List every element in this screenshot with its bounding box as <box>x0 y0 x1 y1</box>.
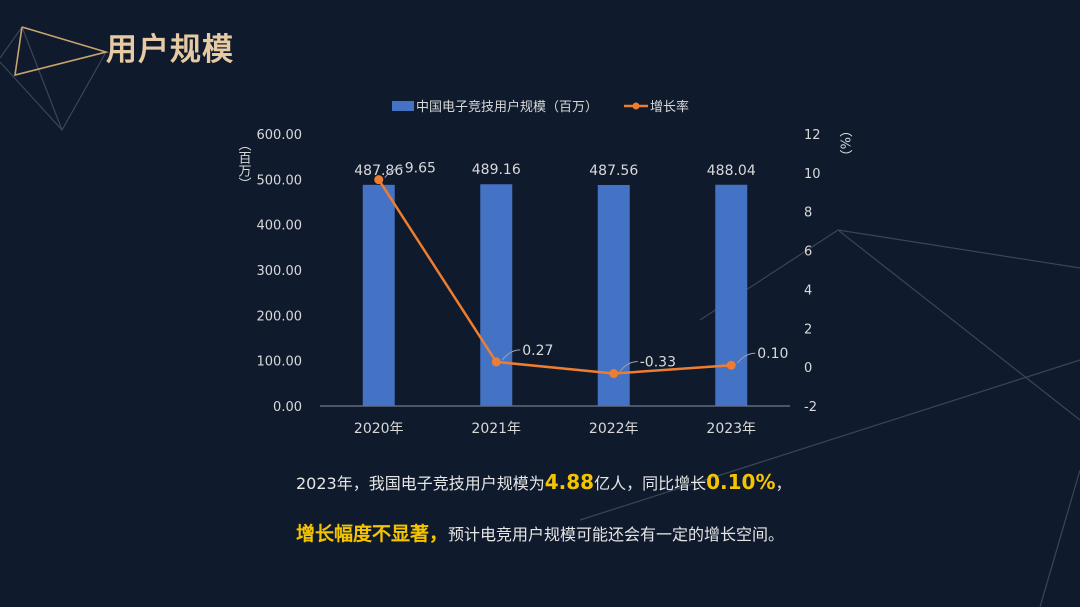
summary-text-1a: 2023年，我国电子竞技用户规模为 <box>296 474 545 493</box>
summary-text-1c: 亿人，同比增长 <box>594 474 707 493</box>
bar-data-label: 487.56 <box>589 163 638 179</box>
y-right-tick-label: 8 <box>804 206 812 221</box>
y-right-tick-label: 10 <box>804 167 821 182</box>
legend-label-growth: 增长率 <box>650 99 689 115</box>
bar-data-label: 487.86 <box>354 163 403 179</box>
legend-marker-growth <box>632 102 640 110</box>
x-tick-label: 2020年 <box>354 421 404 437</box>
summary-line-2: 增长幅度不显著，预计电竞用户规模可能还会有一定的增长空间。 <box>296 519 996 546</box>
y-left-tick-label: 0.00 <box>273 400 302 415</box>
y-right-tick-label: 4 <box>804 283 812 298</box>
summary-highlight-growth: 0.10% <box>706 470 776 494</box>
x-tick-label: 2022年 <box>589 421 639 437</box>
y-left-tick-label: 200.00 <box>257 309 303 324</box>
legend-label-users: 中国电子竞技用户规模（百万） <box>416 99 598 115</box>
bar-users <box>362 184 395 406</box>
y-right-tick-label: 2 <box>804 322 812 337</box>
y-left-tick-label: 400.00 <box>257 219 303 234</box>
point-growth-rate <box>491 357 501 367</box>
summary-text-1e: ， <box>775 474 792 493</box>
point-growth-rate <box>609 369 619 379</box>
y-right-tick-label: 0 <box>804 361 812 376</box>
point-growth-rate <box>374 175 384 185</box>
line-data-label: -0.33 <box>640 355 676 371</box>
y-right-tick-label: -2 <box>804 400 817 415</box>
point-growth-rate <box>726 360 736 370</box>
y-left-tick-label: 100.00 <box>257 355 303 370</box>
y-right-tick-label: 12 <box>804 128 821 143</box>
legend-swatch-users <box>392 101 414 111</box>
summary-text-2b: 预计电竞用户规模可能还会有一定的增长空间。 <box>448 525 785 544</box>
y-right-tick-label: 6 <box>804 245 812 260</box>
data-label-leader <box>384 167 403 178</box>
summary-highlight-conclusion: 增长幅度不显著， <box>296 523 449 545</box>
y-left-tick-label: 500.00 <box>257 173 303 188</box>
line-data-label: 0.27 <box>522 343 553 359</box>
bar-users <box>715 184 748 406</box>
bar-data-label: 488.04 <box>707 163 756 179</box>
y-right-axis-title: （%） <box>837 124 853 162</box>
data-label-leader <box>501 349 521 361</box>
bar-data-label: 489.16 <box>472 162 521 178</box>
y-left-tick-label: 600.00 <box>257 128 303 143</box>
y-left-tick-label: 300.00 <box>257 264 303 279</box>
line-data-label: 9.65 <box>405 161 436 177</box>
line-growth-rate <box>377 178 732 375</box>
y-left-axis-title: （百万） <box>236 138 252 190</box>
bar-users <box>480 184 513 406</box>
data-label-leader <box>619 361 638 372</box>
summary-highlight-users: 4.88 <box>544 470 595 494</box>
data-label-leader <box>736 352 756 364</box>
page-title: 用户规模 <box>106 32 234 68</box>
summary-line-1: 2023年，我国电子竞技用户规模为4.88亿人，同比增长0.10%， <box>296 470 996 494</box>
x-tick-label: 2021年 <box>471 421 521 437</box>
x-tick-label: 2023年 <box>706 421 756 437</box>
line-data-label: 0.10 <box>757 346 788 362</box>
